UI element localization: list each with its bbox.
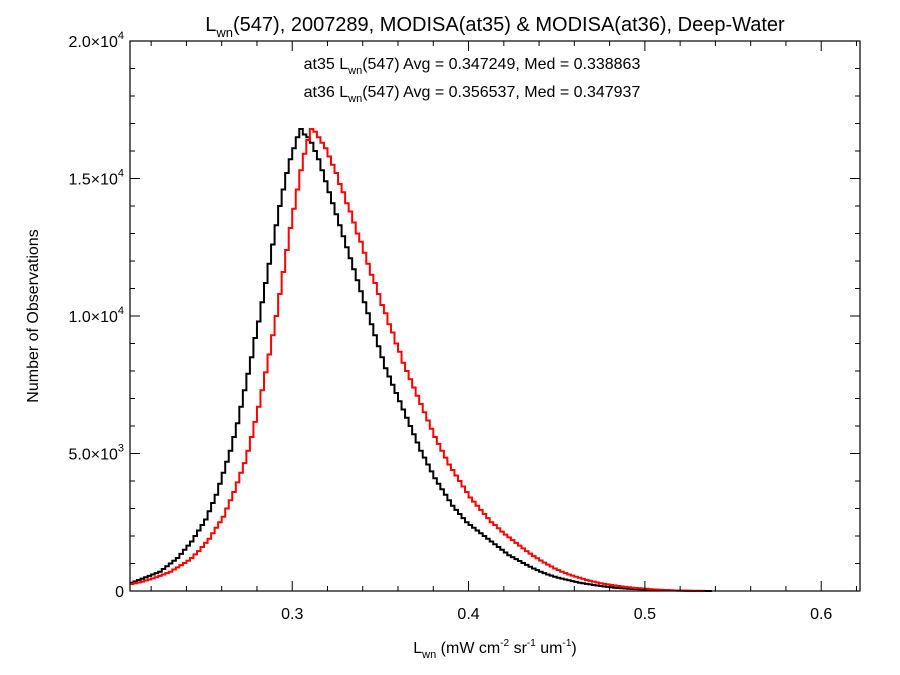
x-tick-label: 0.5 xyxy=(634,606,656,623)
x-axis-label-sub: wn xyxy=(421,649,436,661)
x-axis-label-end: ) xyxy=(571,640,576,657)
series-line-at35 xyxy=(130,128,712,592)
stat-at36-rest: (547) Avg = 0.356537, Med = 0.347937 xyxy=(362,84,640,101)
x-axis-label-sup2: -1 xyxy=(527,638,536,649)
chart-title-sub: wn xyxy=(215,25,233,40)
stat-at35-prefix: at35 L xyxy=(304,56,349,73)
y-tick-label: 5.0×103 xyxy=(68,443,124,464)
series-layer xyxy=(130,128,712,592)
x-axis-label-sup3: -1 xyxy=(562,638,571,649)
x-axis-label-rest: (mW cm xyxy=(436,640,500,657)
stat-at36-sub: wn xyxy=(347,93,362,105)
stat-at35-rest: (547) Avg = 0.347249, Med = 0.338863 xyxy=(362,56,640,73)
ticks-layer: 0.3 0.4 0.5 0.6 0 5.0×103 1.0×104 1.5×104 2.0×10… xyxy=(68,30,860,623)
stat-line-at35: at35 Lwn(547) Avg = 0.347249, Med = 0.33… xyxy=(304,56,641,77)
x-tick-label: 0.3 xyxy=(281,606,303,623)
y-tick-label: 1.5×104 xyxy=(68,168,124,189)
y-tick-label: 2.0×104 xyxy=(68,30,124,51)
x-axis-label: Lwn (mW cm-2 sr-1 um-1) xyxy=(413,638,576,661)
stat-at36-prefix: at36 L xyxy=(304,84,349,101)
x-axis-label-base: L xyxy=(413,640,422,657)
x-axis-label-mid2: um xyxy=(536,640,563,657)
stat-at35-sub: wn xyxy=(347,65,362,77)
y-tick-label: 1.0×104 xyxy=(68,305,124,326)
x-tick-label: 0.4 xyxy=(457,606,479,623)
x-tick-label: 0.6 xyxy=(810,606,832,623)
chart-title: Lwn(547), 2007289, MODISA(at35) & MODISA… xyxy=(205,14,785,40)
chart-title-base: L xyxy=(205,14,216,36)
stat-line-at36: at36 Lwn(547) Avg = 0.356537, Med = 0.34… xyxy=(304,84,641,105)
y-axis-label: Number of Observations xyxy=(25,229,42,402)
series-line-at36 xyxy=(130,128,705,592)
chart-title-rest: (547), 2007289, MODISA(at35) & MODISA(at… xyxy=(233,14,785,36)
x-axis-label-sup1: -2 xyxy=(500,638,509,649)
y-tick-label: 0 xyxy=(115,584,124,601)
x-axis-label-mid: sr xyxy=(509,640,527,657)
plot-frame xyxy=(129,40,861,592)
